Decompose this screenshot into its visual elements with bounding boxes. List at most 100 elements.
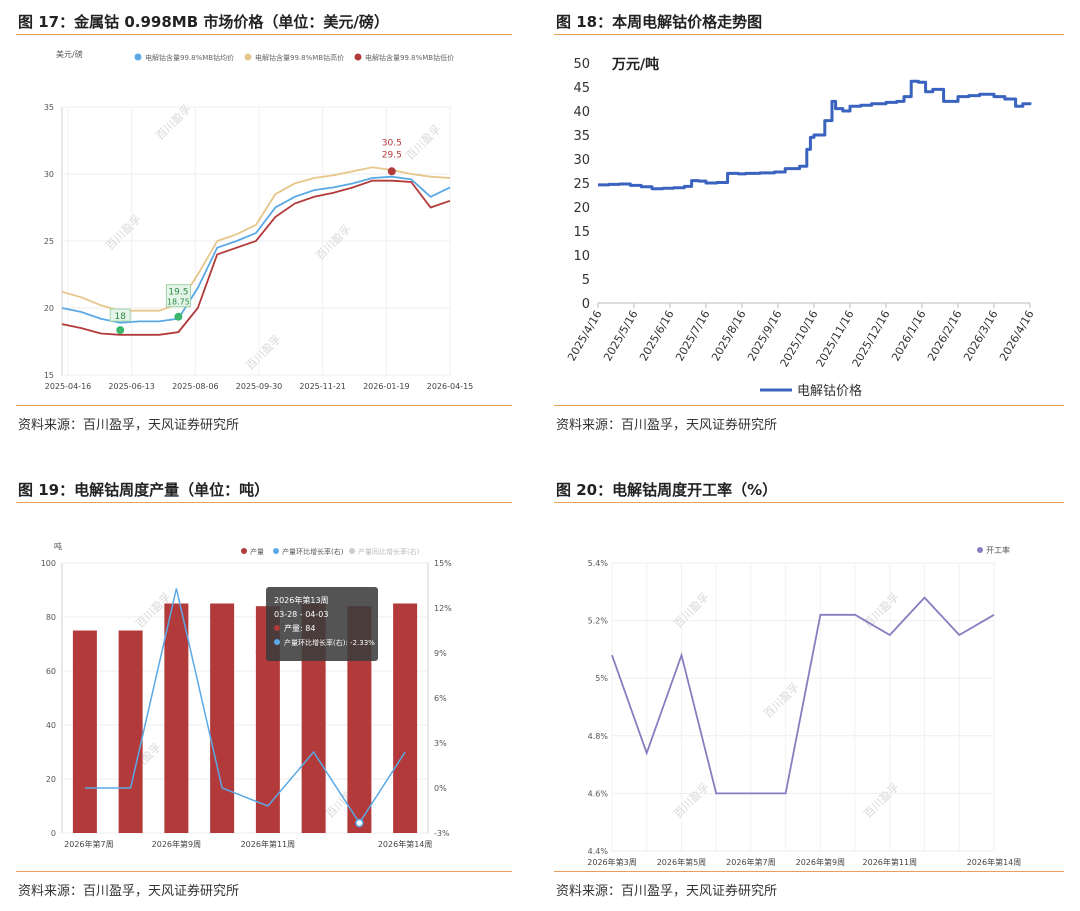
bar [210, 603, 235, 833]
y-tick-label: 25 [573, 177, 590, 192]
highlight-point [355, 818, 364, 828]
panel-source: 资料来源：百川盈孚，天风证券研究所 [16, 871, 512, 900]
chart-electrolytic-cobalt-price: 0 5 10 15 20 25 30 35 40 45 50 万元/吨 2025/4/162025/5/… [565, 56, 1036, 399]
y-tick-label: 5.4% [588, 559, 609, 568]
y-tick-label: 20 [573, 201, 590, 216]
legend-label: 电解钴含量99.8%MB钴低价 [365, 53, 454, 62]
annotation-label: 30.5 [382, 138, 402, 148]
x-tick-label: 2026年第14周 [378, 839, 433, 849]
x-tick-label: 2025/9/16 [745, 308, 784, 363]
x-tick-label: 2026年第7周 [64, 839, 113, 849]
legend-label: 电解钴价格 [797, 383, 862, 399]
legend-label: 电解钴含量99.8%MB钴均价 [145, 53, 234, 62]
y-tick-label: 35 [44, 103, 54, 112]
x-tick-label: 2025/4/16 [565, 308, 604, 363]
x-tick-label: 2026年第9周 [796, 857, 845, 867]
y-axis-unit: 美元/磅 [56, 49, 83, 59]
annotation-box [109, 308, 131, 322]
x-tick-label: 2025/7/16 [673, 308, 712, 363]
tooltip-date: 03-28 - 04-03 [274, 610, 328, 619]
x-tick-label: 2025/12/16 [850, 308, 893, 369]
y-tick-label: 4.4% [588, 847, 609, 856]
y-tick-label: 4.8% [588, 732, 609, 741]
series-line [61, 175, 451, 324]
y2-tick-label: 6% [434, 694, 447, 703]
chart-weekly-operating-rate: 4.4% 4.6% 4.8% 5% 5.2% 5.4% 2026年第3周 2026年第5周 20… [587, 545, 1021, 867]
x-tick-label: 2026年第11周 [863, 857, 918, 867]
y2-tick-label: 9% [434, 649, 447, 658]
y-tick-label: 5% [595, 674, 608, 683]
y-tick-label: 20 [46, 775, 56, 784]
panel-source: 资料来源：百川盈孚，天风证券研究所 [16, 405, 512, 434]
tooltip-marker [274, 639, 280, 645]
legend-marker [977, 547, 983, 553]
bar [118, 630, 143, 833]
annotation-marker [116, 326, 125, 335]
y-axis-unit: 万元/吨 [611, 56, 659, 73]
bar [72, 630, 97, 833]
legend-label: 产量环比增长率(右) [282, 547, 344, 556]
y2-tick-label: 15% [434, 559, 452, 568]
annotation-label: 19.5 [168, 288, 188, 298]
x-tick-label: 2026年第9周 [152, 839, 201, 849]
watermark-text: 百川盈孚 [403, 122, 443, 162]
x-tick-label: 2025-11-21 [299, 382, 346, 391]
series-line [598, 79, 1032, 191]
legend-label: 产量同比增长率(右) [358, 547, 420, 556]
y2-tick-label: 0% [434, 784, 447, 793]
panel-title: 图 17：金属钴 0.998MB 市场价格（单位：美元/磅） [16, 10, 512, 35]
y-tick-label: 30 [44, 170, 54, 179]
y-tick-label: 15 [44, 371, 54, 380]
x-tick-label: 2026-01-19 [363, 382, 410, 391]
x-tick-label: 2025-04-16 [45, 382, 92, 391]
annotation-marker [387, 167, 396, 176]
y-tick-label: 35 [573, 129, 590, 144]
watermark-text: 百川盈孚 [153, 102, 193, 142]
annotation-label: 18.75 [167, 298, 190, 307]
bar [393, 603, 418, 833]
legend-marker [241, 548, 247, 554]
watermark-text: 百川盈孚 [243, 332, 283, 372]
legend-marker [349, 548, 355, 554]
y-tick-label: 50 [573, 57, 590, 72]
y-tick-label: 15 [573, 225, 590, 240]
tooltip-marker [274, 625, 280, 631]
watermark-text: 百川盈孚 [861, 590, 901, 630]
x-tick-label: 2026/3/16 [961, 308, 1000, 363]
annotation-box [165, 284, 191, 308]
y-tick-label: 40 [573, 105, 590, 120]
x-tick-label: 2026/4/16 [997, 308, 1036, 363]
y-tick-label: 25 [44, 237, 54, 246]
tooltip-box [266, 587, 378, 661]
annotation-marker [174, 312, 183, 321]
y2-tick-label: 3% [434, 739, 447, 748]
x-tick-label: 2025/8/16 [709, 308, 748, 363]
y-tick-label: 0 [582, 297, 590, 312]
y-tick-label: 5 [582, 273, 590, 288]
x-tick-label: 2026年第11周 [241, 839, 296, 849]
x-tick-label: 2026/2/16 [925, 308, 964, 363]
y-tick-label: 60 [46, 667, 56, 676]
annotation-label: 18 [114, 312, 126, 322]
y2-tick-label: -3% [434, 829, 450, 838]
y-tick-label: 45 [573, 81, 590, 96]
watermark-text: 百川盈孚 [761, 680, 801, 720]
y-tick-label: 10 [573, 249, 590, 264]
y-tick-label: 80 [46, 613, 56, 622]
legend-label: 电解钴含量99.8%MB钴高价 [255, 53, 344, 62]
series-line [611, 596, 995, 795]
legend-marker [244, 53, 252, 61]
panel-source: 资料来源：百川盈孚，天风证券研究所 [554, 871, 1064, 900]
panel-title: 图 19：电解钴周度产量（单位：吨） [16, 478, 512, 503]
panel-fig20: 图 20：电解钴周度开工率（%） 4.4% 4.6% 4.8% 5% 5.2% 5.4% 2… [554, 478, 1064, 900]
x-tick-label: 2025/6/16 [637, 308, 676, 363]
panel-fig18: 图 18：本周电解钴价格走势图 0 5 10 15 20 25 30 35 40 45 50 万元/吨… [554, 10, 1064, 434]
panel-fig19: 图 19：电解钴周度产量（单位：吨） 吨 0 20 40 60 80 100 -3% 0% 3% 6… [16, 478, 512, 900]
panel-fig17: 图 17：金属钴 0.998MB 市场价格（单位：美元/磅） 美元/磅 电解钴含量… [16, 10, 512, 434]
series-line [84, 588, 406, 825]
y-tick-label: 20 [44, 304, 54, 313]
tooltip-title: 2026年第13周 [274, 595, 329, 605]
x-tick-label: 2025-08-06 [172, 382, 219, 391]
series-line [61, 179, 451, 336]
